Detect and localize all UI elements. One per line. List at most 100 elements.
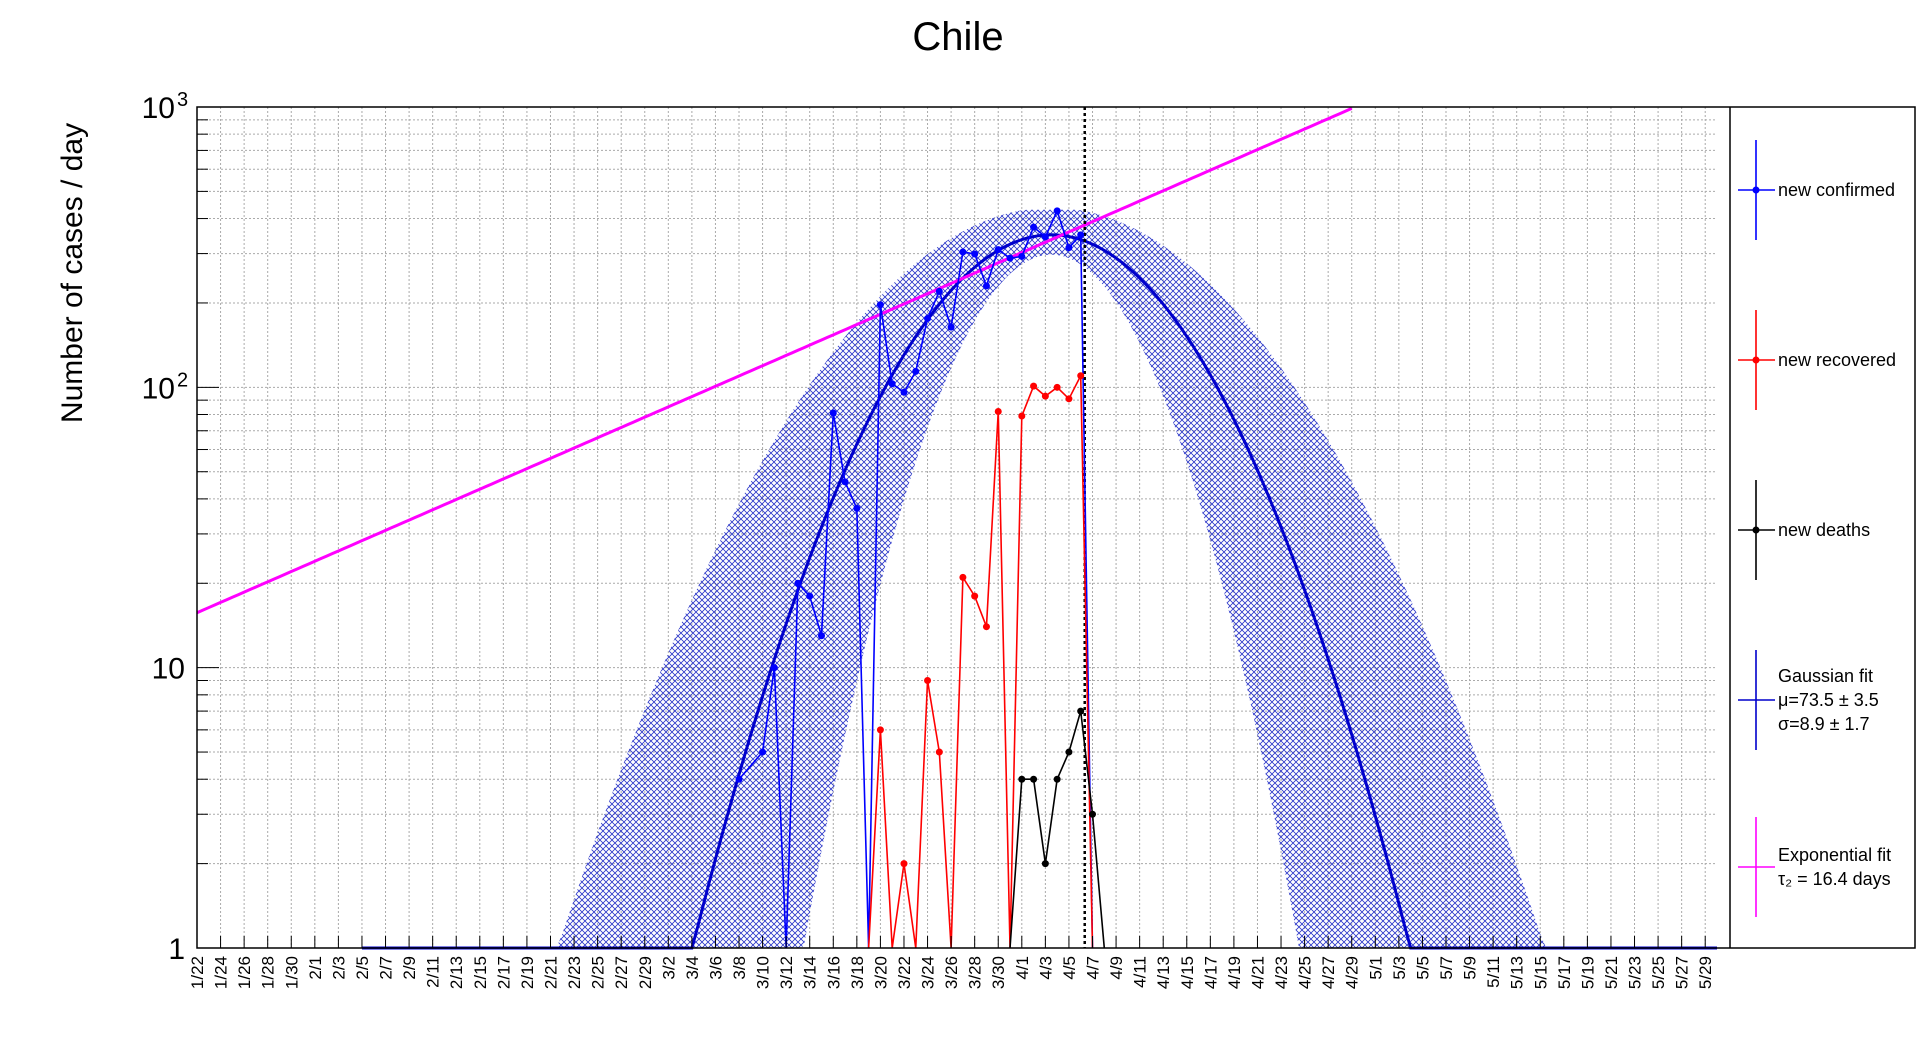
x-tick-label: 3/8: [730, 956, 749, 980]
legend: new confirmed new recovered new deaths Gaus…: [1738, 140, 1896, 917]
x-tick-label: 3/12: [777, 956, 796, 989]
legend-marker-point: [1752, 186, 1760, 194]
new-confirmed-point: [770, 664, 778, 672]
new-deaths-point: [1041, 860, 1049, 868]
x-tick-label: 3/24: [919, 956, 938, 989]
x-tick-label: 4/23: [1272, 956, 1291, 989]
x-tick-label: 5/13: [1508, 956, 1527, 989]
x-tick-label: 4/21: [1248, 956, 1267, 989]
new-deaths-point: [1053, 775, 1061, 783]
new-recovered-point: [994, 407, 1002, 415]
new-deaths-point: [1089, 810, 1097, 818]
new-confirmed-point: [959, 248, 967, 256]
x-tick-label: 4/5: [1060, 956, 1079, 980]
legend-entry-text: μ=73.5 ± 3.5: [1778, 690, 1879, 710]
x-tick-label: 2/17: [494, 956, 513, 989]
y-axis-label: Number of cases / day: [56, 123, 89, 423]
x-tick-label: 5/3: [1390, 956, 1409, 980]
new-recovered-point: [1077, 372, 1085, 380]
new-confirmed-point: [1006, 254, 1014, 262]
new-confirmed-point: [817, 632, 825, 640]
new-recovered-point: [1030, 382, 1038, 390]
x-tick-label: 4/17: [1201, 956, 1220, 989]
x-tick-label: 2/21: [541, 956, 560, 989]
y-tick-label: 10: [152, 653, 185, 686]
x-tick-label: 4/15: [1178, 956, 1197, 989]
y-tick-label: 1: [168, 933, 185, 966]
x-tick-label: 2/7: [377, 956, 396, 980]
new-confirmed-point: [1077, 231, 1085, 239]
legend-entry-text: new deaths: [1778, 520, 1870, 540]
new-confirmed-point: [829, 409, 837, 417]
x-tick-label: 3/28: [966, 956, 985, 989]
new-recovered-point: [982, 623, 990, 631]
x-tick-label: 1/22: [188, 956, 207, 989]
legend-marker-point: [1752, 526, 1760, 534]
x-tick-label: 3/18: [848, 956, 867, 989]
gaussian-fit-curve: [361, 233, 1717, 950]
new-deaths-point: [1077, 707, 1085, 715]
x-tick-label: 3/6: [706, 956, 725, 980]
new-confirmed-point: [912, 367, 920, 375]
new-confirmed-point: [888, 380, 896, 388]
x-tick-label: 5/15: [1531, 956, 1550, 989]
x-tick-label: 4/25: [1296, 956, 1315, 989]
x-tick-label: 4/7: [1084, 956, 1103, 980]
new-confirmed-point: [1030, 223, 1038, 231]
new-confirmed-point: [1018, 252, 1026, 260]
x-tick-label: 4/13: [1154, 956, 1173, 989]
x-tick-label: 5/25: [1649, 956, 1668, 989]
exponential-fit-line: [196, 107, 1353, 615]
new-recovered-point: [935, 748, 943, 756]
new-recovered-point: [1053, 383, 1061, 391]
new-recovered-point: [1018, 412, 1026, 420]
x-tick-label: 3/2: [659, 956, 678, 980]
x-tick-label: 4/1: [1013, 956, 1032, 980]
new-confirmed-point: [1041, 233, 1049, 241]
legend-entry-text: τ₂ = 16.4 days: [1778, 869, 1891, 889]
x-tick-label: 4/19: [1225, 956, 1244, 989]
x-tick-label: 4/27: [1319, 956, 1338, 989]
x-tick-label: 3/14: [801, 956, 820, 989]
x-tick-label: 2/23: [565, 956, 584, 989]
gaussian-error-band: [361, 209, 1623, 949]
new-confirmed-point: [735, 775, 743, 783]
x-tick-label: 2/11: [424, 956, 443, 988]
x-tick-label: 2/27: [612, 956, 631, 989]
x-tick-label: 2/15: [471, 956, 490, 989]
new-confirmed-point: [900, 388, 908, 396]
x-tick-label: 2/9: [400, 956, 419, 980]
x-tick-label: 5/21: [1602, 956, 1621, 989]
new-recovered-point: [1041, 392, 1049, 400]
new-recovered-point: [959, 573, 967, 581]
x-tick-label: 3/16: [824, 956, 843, 989]
new-recovered-point: [924, 676, 932, 684]
new-deaths-point: [1030, 775, 1038, 783]
x-tick-label: 2/13: [447, 956, 466, 989]
y-tick-label: 10: [142, 92, 175, 125]
data-series: [735, 207, 1106, 949]
new-confirmed-point: [806, 592, 814, 600]
legend-entry-text: Exponential fit: [1778, 845, 1891, 865]
legend-entry-text: σ=8.9 ± 1.7: [1778, 714, 1870, 734]
new-confirmed-point: [876, 301, 884, 309]
x-tick-label: 2/3: [329, 956, 348, 980]
y-tick-exponent: 2: [177, 369, 188, 391]
plot-frame: [196, 106, 1916, 949]
new-confirmed-point: [853, 504, 861, 512]
new-confirmed-point: [971, 250, 979, 258]
x-tick-label: 5/29: [1696, 956, 1715, 989]
x-tick-label: 3/26: [942, 956, 961, 989]
x-tick-label: 2/19: [518, 956, 537, 989]
x-tick-label: 5/11: [1484, 956, 1503, 988]
legend-marker-point: [1752, 356, 1760, 364]
new-recovered-point: [971, 592, 979, 600]
chart-title: Chile: [912, 15, 1003, 59]
plot-frame-rect: [196, 106, 1916, 949]
new-confirmed-point: [947, 323, 955, 331]
new-recovered-point: [876, 726, 884, 734]
x-tick-label: 5/5: [1413, 956, 1432, 980]
new-confirmed-point: [1053, 207, 1061, 215]
legend-entry-text: Gaussian fit: [1778, 666, 1873, 686]
new-confirmed-point: [994, 246, 1002, 254]
